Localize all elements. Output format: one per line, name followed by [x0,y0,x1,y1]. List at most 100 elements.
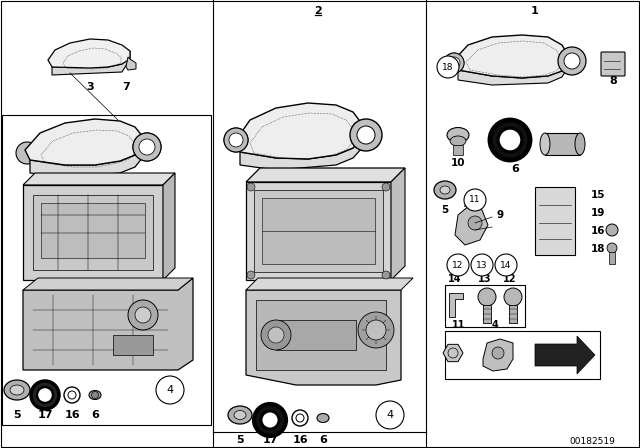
Polygon shape [48,39,130,68]
Polygon shape [126,57,136,70]
Polygon shape [23,173,175,185]
Bar [246,182,391,280]
Text: 6: 6 [511,164,519,174]
Circle shape [350,119,382,151]
Text: 12: 12 [503,274,516,284]
Text: 7: 7 [122,82,130,92]
Ellipse shape [228,406,252,424]
Circle shape [444,53,464,73]
Ellipse shape [440,186,450,194]
Circle shape [358,312,394,348]
Ellipse shape [434,181,456,199]
Bar [545,133,580,155]
Circle shape [437,56,459,78]
Text: 14: 14 [500,260,512,270]
Circle shape [495,254,517,276]
Circle shape [133,133,161,161]
Circle shape [607,243,617,253]
Text: 2: 2 [314,6,322,16]
Circle shape [261,411,279,429]
Bar [609,252,615,264]
Text: 17: 17 [262,435,278,445]
Text: 3: 3 [86,82,94,92]
Circle shape [37,387,53,403]
Circle shape [564,53,580,69]
Circle shape [16,142,38,164]
Circle shape [558,47,586,75]
Bar [445,331,600,379]
Polygon shape [391,168,405,280]
Polygon shape [23,185,163,280]
Circle shape [128,300,158,330]
Circle shape [92,392,99,399]
Polygon shape [455,205,488,245]
Circle shape [444,53,464,73]
Polygon shape [458,65,568,85]
Text: 00182519: 00182519 [569,438,615,447]
Circle shape [229,133,243,147]
Bar [2,115,211,425]
Bar [483,305,491,323]
Circle shape [490,120,530,160]
Bar [256,300,386,370]
Polygon shape [52,51,130,75]
Circle shape [261,320,291,350]
Text: 6: 6 [319,435,327,445]
Circle shape [492,347,504,359]
Text: 11: 11 [452,320,466,330]
Circle shape [498,128,522,152]
Circle shape [376,401,404,429]
Circle shape [382,183,390,191]
Circle shape [292,410,308,426]
Circle shape [382,271,390,279]
Ellipse shape [4,380,30,400]
Text: 5: 5 [442,205,449,215]
Circle shape [254,404,286,436]
Text: 9: 9 [497,210,504,220]
Circle shape [247,271,255,279]
Text: 17: 17 [463,205,477,215]
Circle shape [133,133,161,161]
Circle shape [606,224,618,236]
Circle shape [468,216,482,230]
Bar [535,187,575,255]
Bar [509,305,517,323]
Text: 19: 19 [591,208,605,218]
Polygon shape [25,119,143,165]
Text: 16: 16 [64,410,80,420]
Bar [113,335,153,355]
Ellipse shape [450,136,466,146]
Text: 11: 11 [469,195,481,204]
Polygon shape [236,103,362,159]
Circle shape [224,128,248,152]
Ellipse shape [575,133,585,155]
Circle shape [296,414,304,422]
Circle shape [366,320,386,340]
Ellipse shape [234,410,246,419]
Circle shape [31,381,59,409]
Polygon shape [30,147,143,177]
Text: 4: 4 [387,410,394,420]
Circle shape [504,288,522,306]
Bar [276,320,356,350]
Ellipse shape [540,133,550,155]
Bar [453,145,463,155]
Text: 12: 12 [452,260,464,270]
Text: 15: 15 [591,190,605,200]
Polygon shape [449,293,463,317]
Circle shape [448,57,460,69]
Polygon shape [23,278,193,290]
Polygon shape [246,168,405,182]
Ellipse shape [317,414,329,422]
Bar [33,195,153,270]
Text: 8: 8 [609,76,617,86]
Bar [254,190,383,272]
Circle shape [268,327,284,343]
Text: 5: 5 [13,410,21,420]
Text: 4: 4 [492,320,499,330]
Text: 5: 5 [236,435,244,445]
Polygon shape [535,336,595,374]
Circle shape [64,387,80,403]
Polygon shape [483,339,513,371]
Circle shape [156,376,184,404]
